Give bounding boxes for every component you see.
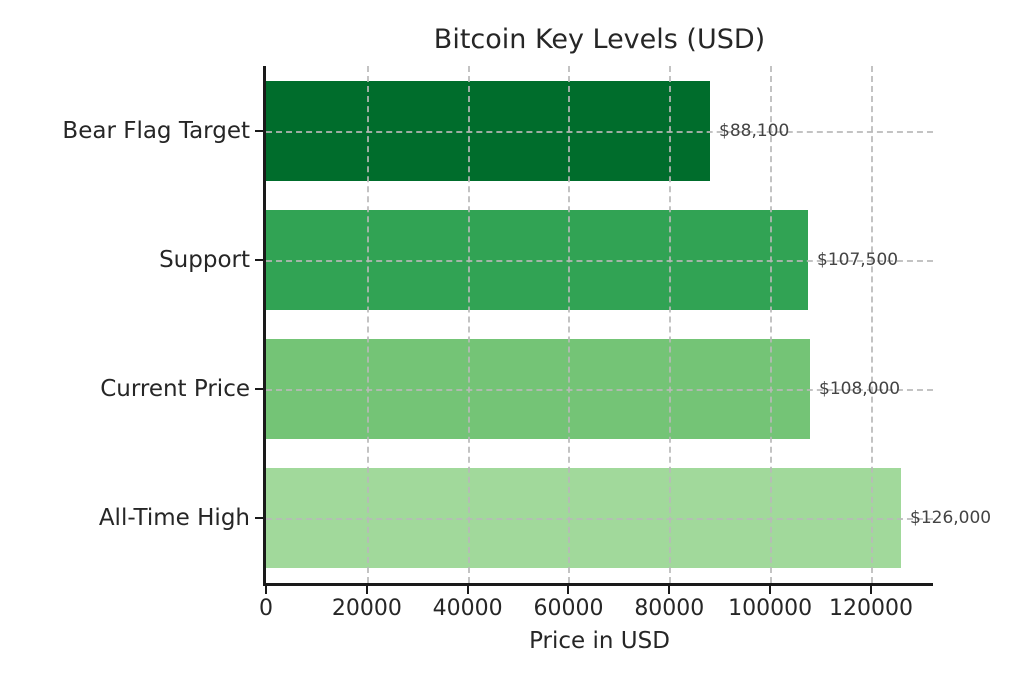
x-axis-spine xyxy=(263,583,933,586)
x-axis-tick-mark xyxy=(365,586,368,594)
bar-value-label: $88,100 xyxy=(719,121,790,141)
y-axis-tick-mark xyxy=(255,259,263,261)
x-axis-tick-label: 120000 xyxy=(828,596,913,621)
vertical-gridline xyxy=(467,66,470,583)
x-axis-tick-mark xyxy=(265,586,267,594)
x-axis-tick-label: 0 xyxy=(259,596,273,621)
x-axis-tick-mark xyxy=(466,586,469,594)
vertical-gridline xyxy=(870,66,873,583)
bar-value-label: $108,000 xyxy=(819,379,901,399)
x-axis-tick-mark xyxy=(567,586,570,594)
x-axis-tick-mark xyxy=(668,586,671,594)
horizontal-gridline xyxy=(266,389,933,391)
vertical-gridline xyxy=(366,66,369,583)
horizontal-gridline xyxy=(266,131,933,133)
x-axis-tick-label: 60000 xyxy=(533,596,604,621)
x-axis-tick-mark xyxy=(869,586,872,594)
y-axis-tick-label: All-Time High xyxy=(98,505,250,531)
y-axis-tick-mark xyxy=(255,517,263,519)
x-axis-label: Price in USD xyxy=(529,628,670,654)
y-axis-tick-mark xyxy=(255,388,263,390)
x-axis-tick-label: 40000 xyxy=(432,596,503,621)
vertical-gridline xyxy=(568,66,571,583)
y-axis-tick-mark xyxy=(255,130,263,132)
bar-value-label: $126,000 xyxy=(910,508,992,528)
chart-title: Bitcoin Key Levels (USD) xyxy=(433,24,766,55)
x-axis-tick-label: 100000 xyxy=(728,596,813,621)
horizontal-gridline xyxy=(266,260,933,262)
plot-area: $88,100 $107,500 $108,000 $126,000 xyxy=(266,66,991,583)
x-axis-tick-mark xyxy=(769,586,772,594)
y-axis-tick-label: Bear Flag Target xyxy=(62,118,250,144)
y-axis-tick-label: Support xyxy=(159,247,250,273)
horizontal-gridline xyxy=(266,518,933,520)
vertical-gridline xyxy=(669,66,672,583)
x-axis-tick-label: 80000 xyxy=(634,596,705,621)
y-axis-spine xyxy=(263,66,266,586)
x-axis-tick-label: 20000 xyxy=(331,596,402,621)
vertical-gridline xyxy=(770,66,773,583)
bar-value-label: $107,500 xyxy=(817,250,899,270)
y-axis-tick-label: Current Price xyxy=(100,376,250,402)
